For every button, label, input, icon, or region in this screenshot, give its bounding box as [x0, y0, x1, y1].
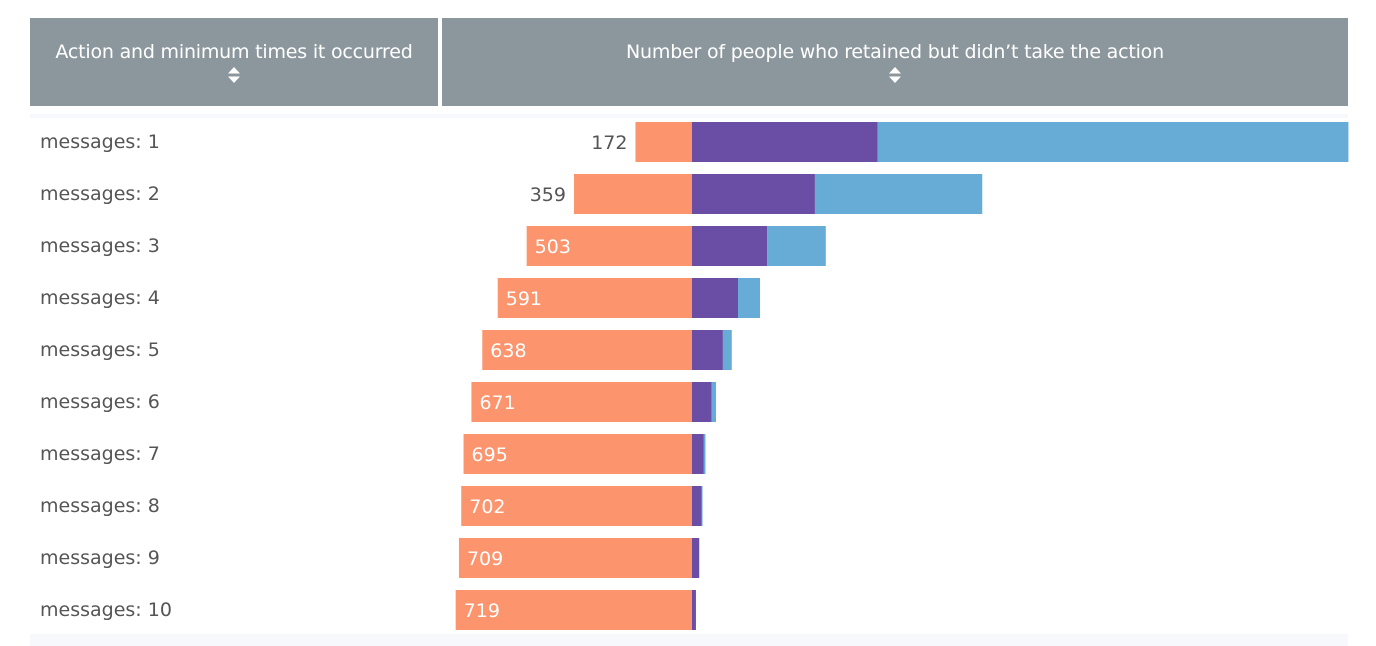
- bar-purple-segment[interactable]: [692, 434, 704, 474]
- bar-purple-segment[interactable]: [692, 590, 696, 630]
- bar-not-taken[interactable]: [497, 278, 692, 318]
- data-label: 702: [469, 496, 505, 518]
- bar-purple-segment[interactable]: [692, 486, 702, 526]
- bar-not-taken[interactable]: [458, 538, 692, 578]
- bar-not-taken[interactable]: [526, 226, 692, 266]
- bar-not-taken[interactable]: [455, 590, 692, 630]
- row-label: messages: 10: [40, 599, 172, 621]
- row-label: messages: 1: [40, 131, 160, 153]
- bar-not-taken[interactable]: [461, 486, 692, 526]
- data-label: 719: [464, 600, 500, 622]
- bar-blue-segment[interactable]: [701, 486, 703, 526]
- data-label: 503: [535, 236, 571, 258]
- bar-purple-segment[interactable]: [692, 122, 878, 162]
- data-label: 359: [530, 184, 566, 206]
- bar-blue-segment[interactable]: [877, 122, 1349, 162]
- data-label: 709: [467, 548, 503, 570]
- row-label: messages: 8: [40, 495, 160, 517]
- bar-not-taken[interactable]: [573, 174, 692, 214]
- data-label: 172: [591, 132, 627, 154]
- bar-not-taken[interactable]: [471, 382, 692, 422]
- row-label: messages: 3: [40, 235, 160, 257]
- bar-blue-segment[interactable]: [767, 226, 826, 266]
- bar-blue-segment[interactable]: [711, 382, 716, 422]
- bar-purple-segment[interactable]: [692, 382, 712, 422]
- row-label: messages: 6: [40, 391, 160, 413]
- row-label: messages: 9: [40, 547, 160, 569]
- bar-not-taken[interactable]: [482, 330, 692, 370]
- bar-purple-segment[interactable]: [692, 538, 700, 578]
- row-label: messages: 4: [40, 287, 160, 309]
- row-label: messages: 5: [40, 339, 160, 361]
- bar-blue-segment[interactable]: [703, 434, 706, 474]
- bar-not-taken[interactable]: [463, 434, 692, 474]
- column-header-action-title: Action and minimum times it occurred: [55, 41, 413, 63]
- data-label: 695: [472, 444, 508, 466]
- row-label: messages: 7: [40, 443, 160, 465]
- bar-blue-segment[interactable]: [722, 330, 732, 370]
- column-header-retained[interactable]: Number of people who retained but didn’t…: [442, 18, 1348, 106]
- row-label: messages: 2: [40, 183, 160, 205]
- bar-purple-segment[interactable]: [692, 278, 739, 318]
- data-label: 591: [506, 288, 542, 310]
- bar-purple-segment[interactable]: [692, 226, 768, 266]
- bar-blue-segment[interactable]: [814, 174, 983, 214]
- bar-purple-segment[interactable]: [692, 174, 815, 214]
- bar-blue-segment[interactable]: [738, 278, 761, 318]
- bar-not-taken[interactable]: [635, 122, 692, 162]
- sort-icon[interactable]: [227, 66, 241, 84]
- bar-purple-segment[interactable]: [692, 330, 723, 370]
- column-header-action[interactable]: Action and minimum times it occurred: [30, 18, 438, 106]
- column-header-retained-title: Number of people who retained but didn’t…: [626, 41, 1164, 63]
- data-label: 671: [479, 392, 515, 414]
- data-label: 638: [490, 340, 526, 362]
- sort-icon[interactable]: [888, 66, 902, 84]
